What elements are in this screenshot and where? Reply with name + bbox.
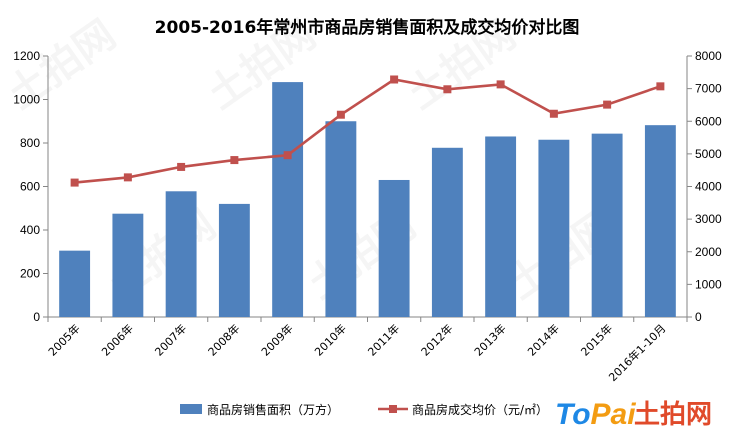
legend-label-line: 商品房成交均价（元/㎡） xyxy=(412,402,548,417)
line-point xyxy=(390,75,399,84)
bar xyxy=(378,179,410,317)
line-point xyxy=(123,173,132,182)
bar xyxy=(538,139,570,317)
y-left-tick-label: 400 xyxy=(20,223,40,237)
line-point xyxy=(230,156,239,165)
y-right-tick-label: 4000 xyxy=(695,180,722,194)
chart-title: 2005-2016年常州市商品房销售面积及成交均价对比图 xyxy=(155,17,580,38)
logo-pai: Pai xyxy=(591,398,637,431)
topai-logo: ToPai 土拍网 xyxy=(555,398,712,431)
bar xyxy=(644,125,676,317)
bar xyxy=(485,136,517,317)
line-point xyxy=(177,162,186,171)
line-point xyxy=(283,151,292,160)
y-left-tick-label: 1000 xyxy=(13,93,40,107)
category-label: 2013年 xyxy=(471,321,508,358)
axes: 0 200 400 600 800 1000 1200 0 1000 2000 3000 4000 50… xyxy=(13,49,722,324)
y-left-tick-label: 0 xyxy=(33,310,40,324)
category-label: 2015年 xyxy=(578,321,615,358)
legend: 商品房销售面积（万方） 商品房成交均价（元/㎡） xyxy=(180,402,548,417)
bar xyxy=(165,191,197,317)
category-label: 2009年 xyxy=(258,321,295,358)
bar xyxy=(59,250,91,317)
category-label: 2014年 xyxy=(525,321,562,358)
bar xyxy=(591,133,623,317)
line-point xyxy=(336,110,345,119)
line-point xyxy=(70,178,79,187)
bar xyxy=(325,121,357,317)
bar xyxy=(112,213,144,317)
y-left-tick-label: 800 xyxy=(20,136,40,150)
category-label: 2005年 xyxy=(45,321,82,358)
y-right-tick-label: 2000 xyxy=(695,245,722,259)
category-label: 2012年 xyxy=(418,321,455,358)
legend-label-bars: 商品房销售面积（万方） xyxy=(207,402,339,417)
y-left-tick-label: 1200 xyxy=(13,49,40,63)
y-right-tick-label: 5000 xyxy=(695,147,722,161)
y-right-tick-label: 8000 xyxy=(695,49,722,63)
logo-to: To xyxy=(555,398,591,431)
bar xyxy=(272,82,304,317)
y-right-tick-label: 3000 xyxy=(695,212,722,226)
category-label: 2006年 xyxy=(99,321,136,358)
line-point xyxy=(496,80,505,89)
category-labels: 2005年 2006年 2007年 2008年 2009年 2010年 2011年 2012年… xyxy=(45,321,668,384)
line-point xyxy=(443,85,452,94)
logo-latin: ToPai xyxy=(555,398,636,431)
background-watermark: 土拍网 土拍网 土拍网 土拍网 土拍网 土拍网 xyxy=(0,12,624,309)
y-right-tick-label: 7000 xyxy=(695,82,722,96)
legend-swatch-bars xyxy=(180,404,202,414)
y-left-tick-label: 600 xyxy=(20,180,40,194)
line-point xyxy=(549,109,558,118)
logo-cn: 土拍网 xyxy=(634,400,712,430)
price-line xyxy=(74,78,661,184)
line-point xyxy=(603,100,612,109)
bar xyxy=(218,203,250,317)
category-label: 2016年1-10月 xyxy=(606,321,669,384)
y-right-tick-label: 6000 xyxy=(695,114,722,128)
category-label: 2007年 xyxy=(152,321,189,358)
bar xyxy=(431,147,463,317)
category-label: 2008年 xyxy=(205,321,242,358)
y-right-tick-label: 1000 xyxy=(695,277,722,291)
category-label: 2010年 xyxy=(312,321,349,358)
line-point xyxy=(656,82,665,91)
line-series xyxy=(70,75,665,187)
category-label: 2011年 xyxy=(365,321,402,358)
legend-swatch-marker xyxy=(389,405,397,413)
y-left-tick-label: 200 xyxy=(20,267,40,281)
bar-series xyxy=(59,82,676,317)
y-right-tick-label: 0 xyxy=(695,310,702,324)
